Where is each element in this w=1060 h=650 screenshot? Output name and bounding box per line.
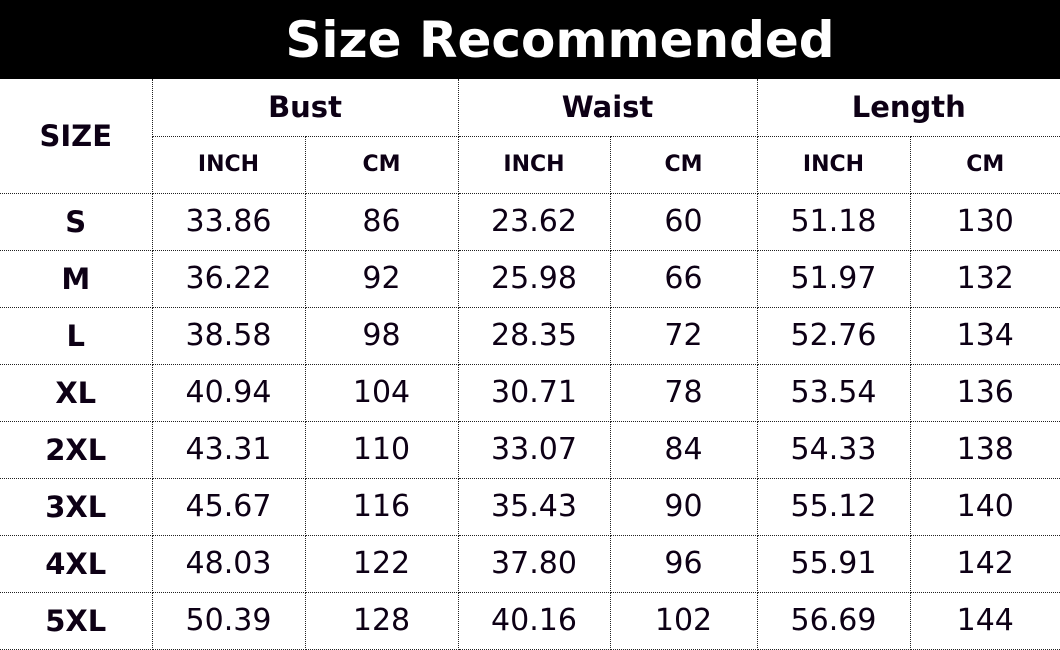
measurement-cell: 138 [909, 420, 1060, 479]
table-row: XL 40.94 104 30.71 78 53.54 136 [0, 363, 1060, 422]
measurement-cell: 25.98 [457, 249, 611, 308]
measurement-cell: 98 [304, 306, 459, 365]
measurement-cell: 134 [909, 306, 1060, 365]
measurement-cell: 66 [609, 249, 758, 308]
measurement-cell: 33.86 [151, 193, 306, 251]
measurement-cell: 30.71 [457, 363, 611, 422]
measurement-cell: 55.12 [756, 477, 911, 536]
table-row: 4XL 48.03 122 37.80 96 55.91 142 [0, 534, 1060, 593]
measurement-cell: 78 [609, 363, 758, 422]
unit-header: INCH [756, 135, 911, 194]
measurement-cell: 38.58 [151, 306, 306, 365]
measurement-cell: 55.91 [756, 534, 911, 593]
table-row: L 38.58 98 28.35 72 52.76 134 [0, 306, 1060, 365]
size-label: 3XL [0, 477, 153, 536]
table-row: S 33.86 86 23.62 60 51.18 130 [0, 193, 1060, 251]
measurement-cell: 23.62 [457, 193, 611, 251]
measurement-cell: 56.69 [756, 591, 911, 650]
measurement-cell: 92 [304, 249, 459, 308]
size-label: M [0, 249, 153, 308]
measurement-cell: 104 [304, 363, 459, 422]
unit-header: INCH [152, 135, 306, 194]
measurement-cell: 96 [609, 534, 758, 593]
size-label: XL [0, 363, 153, 422]
measurement-cell: 128 [304, 591, 459, 650]
measurement-cell: 36.22 [151, 249, 306, 308]
size-label: S [0, 193, 153, 251]
measurement-cell: 72 [609, 306, 758, 365]
unit-header: INCH [457, 135, 611, 194]
measurement-cell: 43.31 [151, 420, 306, 479]
unit-header: CM [909, 135, 1060, 194]
measurement-cell: 132 [909, 249, 1060, 308]
measurement-cell: 144 [909, 591, 1060, 650]
measurement-cell: 90 [609, 477, 758, 536]
chart-title: Size Recommended [0, 0, 1060, 79]
measurement-cell: 116 [304, 477, 459, 536]
measurement-cell: 37.80 [457, 534, 611, 593]
measurement-cell: 110 [304, 420, 459, 479]
measurement-cell: 33.07 [457, 420, 611, 479]
measurement-cell: 48.03 [151, 534, 306, 593]
table-row: M 36.22 92 25.98 66 51.97 132 [0, 249, 1060, 308]
measurement-cell: 142 [909, 534, 1060, 593]
measurement-cell: 51.18 [756, 193, 911, 251]
measurement-cell: 35.43 [457, 477, 611, 536]
size-column-header: SIZE [0, 79, 153, 194]
measurement-cell: 102 [609, 591, 758, 650]
measurement-cell: 84 [609, 420, 758, 479]
group-header-waist: Waist [457, 79, 758, 137]
group-header-bust: Bust [151, 79, 459, 137]
measurement-cell: 136 [909, 363, 1060, 422]
table-row: 2XL 43.31 110 33.07 84 54.33 138 [0, 420, 1060, 479]
measurement-cell: 86 [304, 193, 459, 251]
table-row: 3XL 45.67 116 35.43 90 55.12 140 [0, 477, 1060, 536]
table-row: 5XL 50.39 128 40.16 102 56.69 144 [0, 591, 1060, 650]
measurement-cell: 51.97 [756, 249, 911, 308]
size-table: SIZE Bust Waist Length INCH CM INCH CM INCH C… [0, 79, 1060, 650]
measurement-cell: 40.94 [151, 363, 306, 422]
measurement-cell: 60 [609, 193, 758, 251]
group-header-length: Length [756, 79, 1060, 137]
measurement-cell: 28.35 [457, 306, 611, 365]
size-label: 4XL [0, 534, 153, 593]
unit-header: CM [304, 135, 459, 194]
measurement-cell: 45.67 [151, 477, 306, 536]
measurement-cell: 122 [304, 534, 459, 593]
size-label: 5XL [0, 591, 153, 650]
measurement-cell: 52.76 [756, 306, 911, 365]
size-label: 2XL [0, 420, 153, 479]
measurement-cell: 54.33 [756, 420, 911, 479]
unit-header: CM [609, 135, 758, 194]
measurement-cell: 50.39 [151, 591, 306, 650]
measurement-cell: 40.16 [457, 591, 611, 650]
measurement-cell: 130 [909, 193, 1060, 251]
measurement-cell: 53.54 [756, 363, 911, 422]
measurement-cell: 140 [909, 477, 1060, 536]
size-label: L [0, 306, 153, 365]
